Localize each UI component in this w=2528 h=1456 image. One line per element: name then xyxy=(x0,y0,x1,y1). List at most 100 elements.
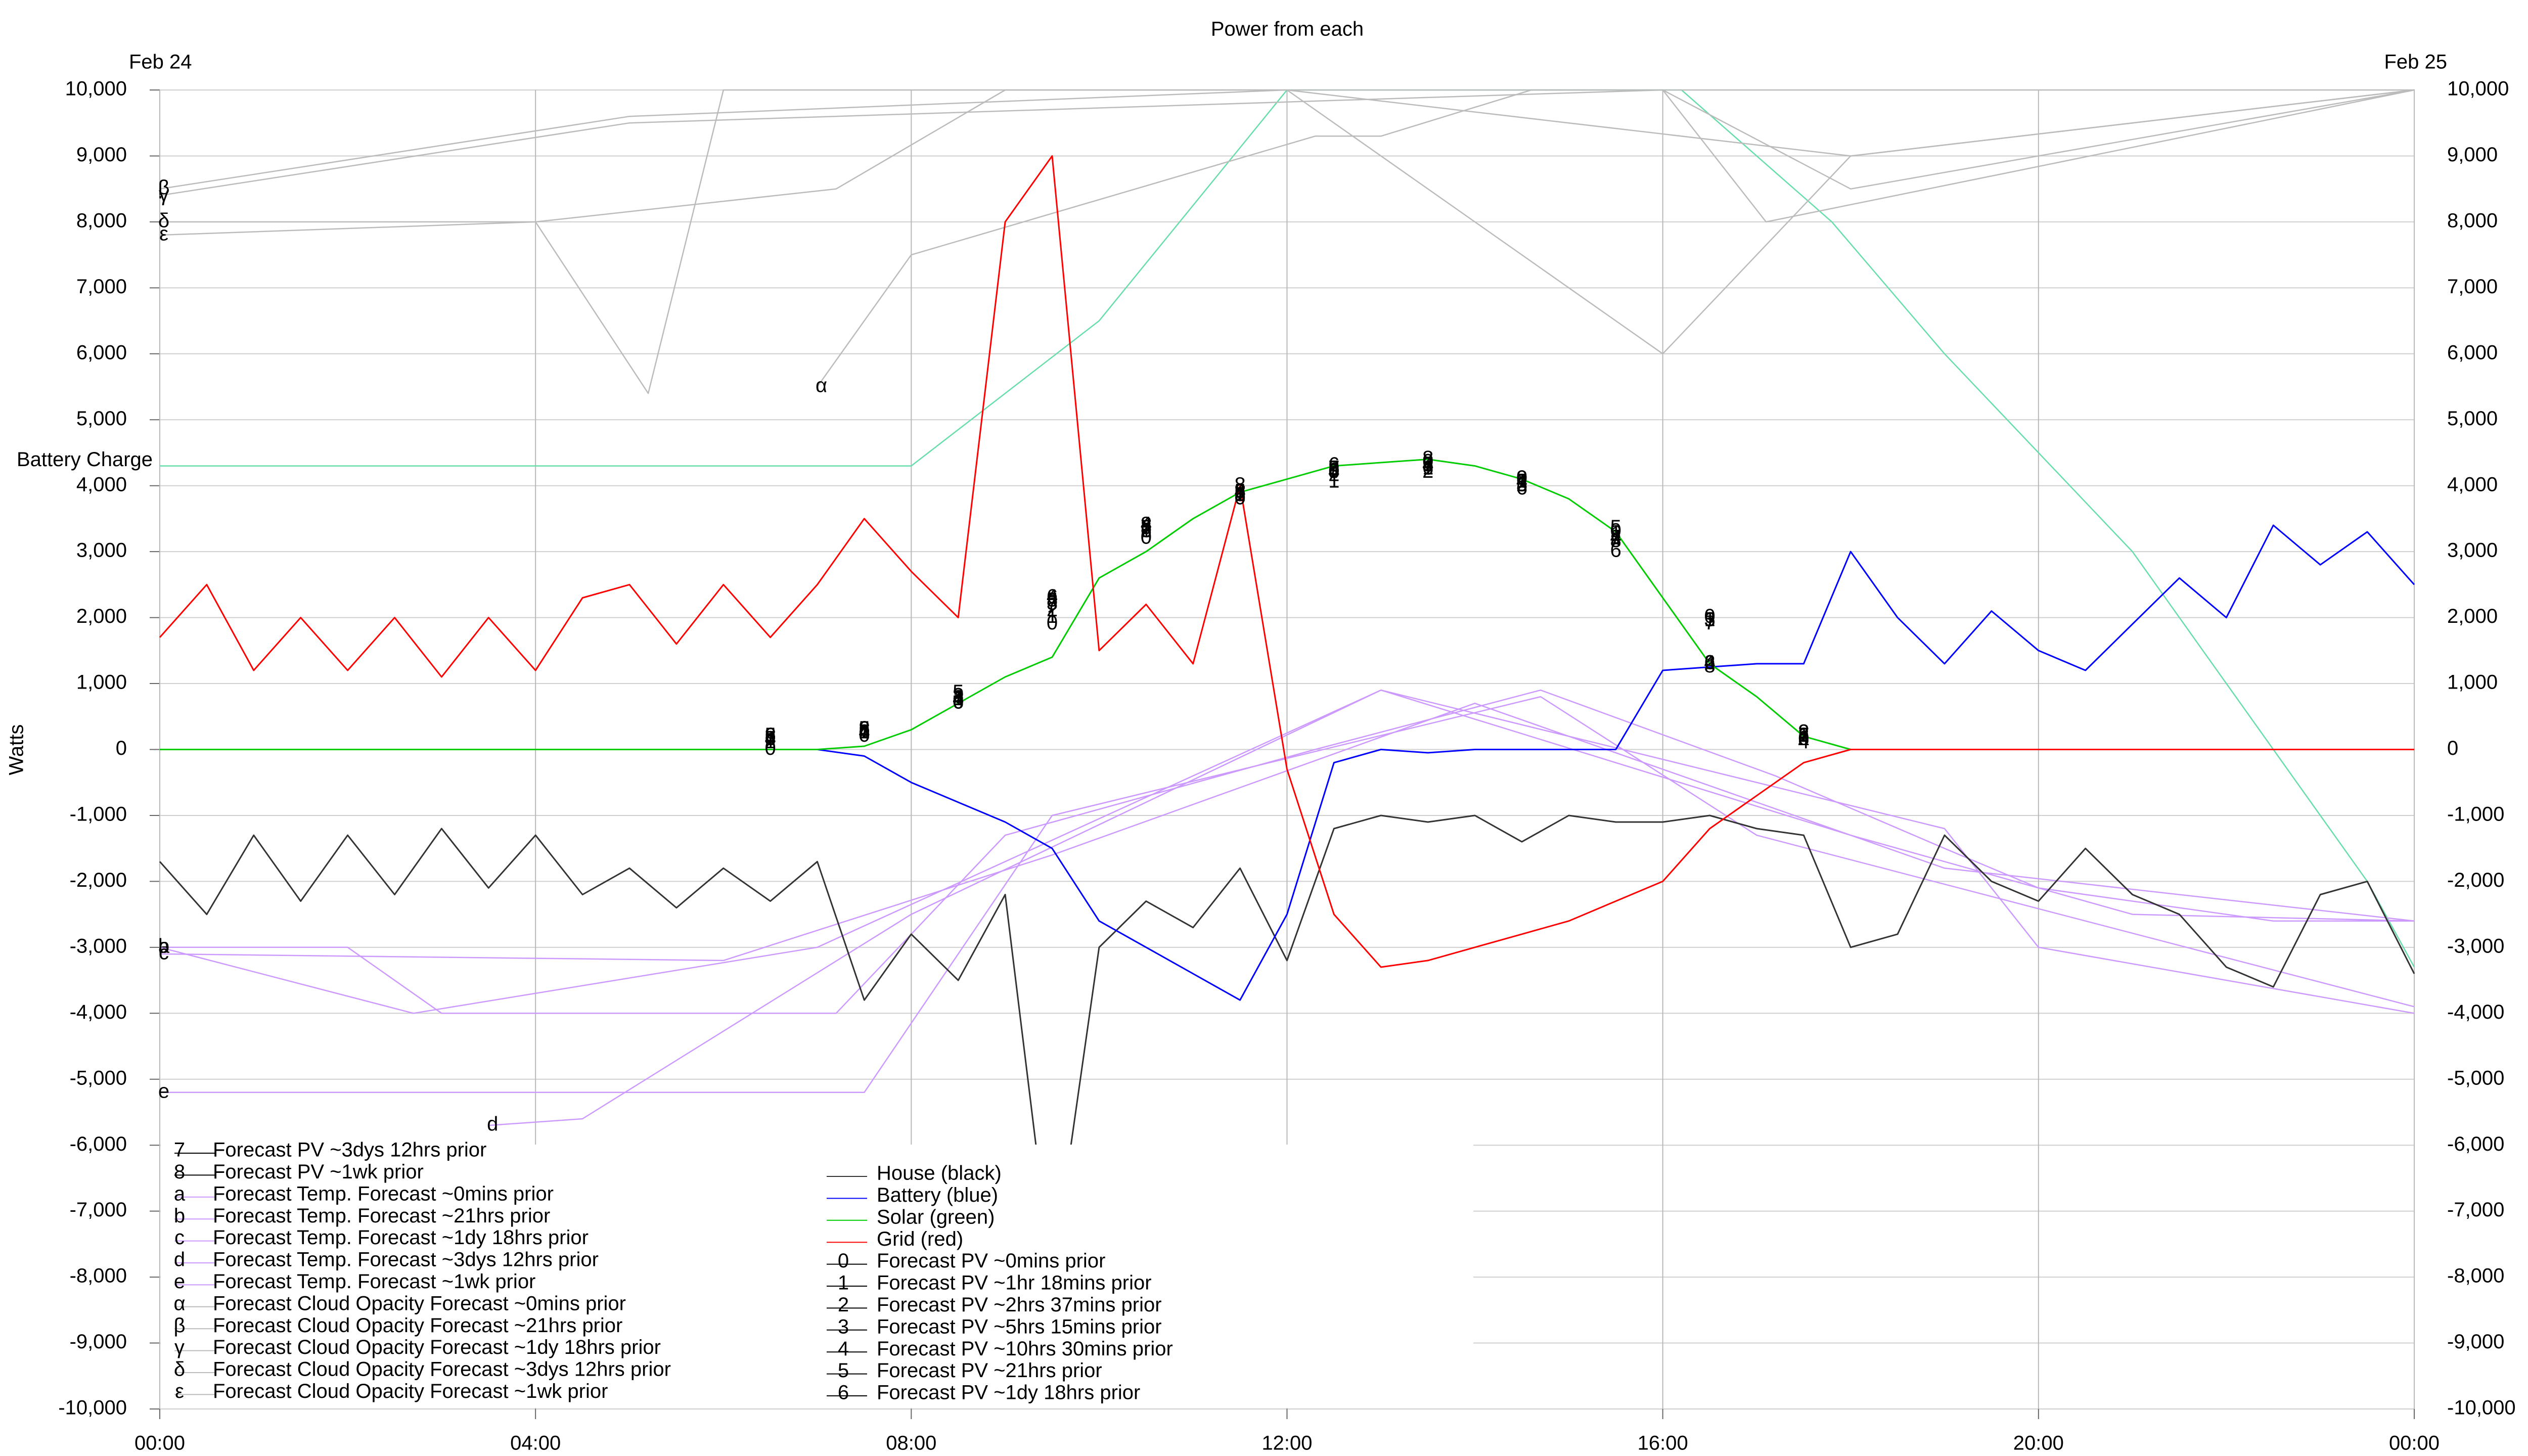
y-tick-label: -10,000 xyxy=(2447,1397,2516,1419)
legend-symbol: d xyxy=(174,1249,185,1271)
series-marker: 0 xyxy=(765,737,776,759)
series-line xyxy=(160,696,2415,1094)
series-marker: 4 xyxy=(765,727,776,749)
series-marker: 0 xyxy=(1422,450,1433,473)
series-marker: 3 xyxy=(859,717,870,740)
y-tick-label: 3,000 xyxy=(2447,539,2498,562)
series-marker: 8 xyxy=(1047,589,1058,611)
series-marker: 5 xyxy=(1798,724,1809,746)
legend-symbol: 1 xyxy=(838,1272,849,1294)
legend-label: Forecast PV ~1hr 18mins prior xyxy=(877,1272,1152,1294)
series-marker: 3 xyxy=(1047,592,1058,614)
y-tick-label: -5,000 xyxy=(70,1067,127,1089)
legend-symbol: β xyxy=(173,1314,185,1337)
series-marker: 0 xyxy=(953,691,964,713)
series-line xyxy=(159,155,2414,968)
y-tick-label: -9,000 xyxy=(2447,1331,2504,1353)
series-marker: 8 xyxy=(1328,457,1339,479)
x-tick-label: 12:00 xyxy=(1261,1432,1312,1454)
legend-symbol: 4 xyxy=(838,1338,849,1360)
y-tick-label: -9,000 xyxy=(70,1331,127,1353)
series-marker: 2 xyxy=(1422,460,1433,482)
series-marker: 4 xyxy=(1798,731,1809,753)
legend-label: Forecast Temp. Forecast ~3dys 12hrs prio… xyxy=(213,1249,599,1271)
y-tick-label: 6,000 xyxy=(2447,341,2498,363)
series-marker: 5 xyxy=(1141,516,1152,538)
legend-label: Forecast Cloud Opacity Forecast ~3dys 12… xyxy=(213,1358,671,1381)
legend: 7 Forecast PV ~3dys 12hrs prior 8 Forecast … xyxy=(161,1139,1473,1408)
series-symbol: α xyxy=(816,375,827,397)
legend-symbol: c xyxy=(174,1226,185,1249)
y-tick-label: -1,000 xyxy=(2447,803,2504,826)
y-tick-label: 5,000 xyxy=(76,407,127,430)
legend-label: Forecast PV ~21hrs prior xyxy=(877,1359,1102,1382)
x-tick-label: 08:00 xyxy=(886,1432,936,1454)
series-symbol: ε xyxy=(159,223,168,245)
legend-symbol: 8 xyxy=(174,1161,185,1183)
y-axis-title: Watts xyxy=(6,724,28,776)
series-symbol: e xyxy=(158,1080,169,1102)
y-tick-label: -6,000 xyxy=(70,1133,127,1155)
series-marker: 6 xyxy=(953,691,964,713)
date-label: Feb 24 xyxy=(129,51,192,73)
series-marker: 7 xyxy=(1704,612,1715,634)
series-marker: 6 xyxy=(1234,480,1245,502)
legend-label: Forecast Cloud Opacity Forecast ~21hrs p… xyxy=(213,1314,622,1337)
series-marker: 8 xyxy=(859,717,870,740)
series-marker: 3 xyxy=(1141,516,1152,538)
series-marker: 3 xyxy=(765,727,776,749)
series-marker: 0 xyxy=(1047,612,1058,634)
series-marker: 1 xyxy=(1328,470,1339,492)
series-line xyxy=(159,814,2415,1278)
series-marker: 5 xyxy=(1234,480,1245,502)
series-marker: 2 xyxy=(1328,464,1339,486)
legend-symbol: 0 xyxy=(838,1250,849,1272)
y-tick-label: 7,000 xyxy=(2447,276,2498,298)
series-marker: 4 xyxy=(1610,526,1621,549)
x-tick-label: 20:00 xyxy=(2013,1432,2064,1454)
x-tick-label: 00:00 xyxy=(2389,1432,2440,1454)
series-marker: 1 xyxy=(1141,520,1152,542)
series-marker: 4 xyxy=(1141,513,1152,535)
series-marker: 7 xyxy=(765,727,776,749)
series-marker: 6 xyxy=(1422,457,1433,479)
series-marker: 5 xyxy=(1047,589,1058,611)
legend-symbol: 3 xyxy=(838,1315,849,1338)
series-marker: 6 xyxy=(1516,477,1527,499)
legend-symbol: 7 xyxy=(174,1139,185,1161)
legend-label: Forecast PV ~0mins prior xyxy=(877,1250,1105,1272)
series-marker: 5 xyxy=(953,681,964,703)
series-marker: 8 xyxy=(765,724,776,746)
series-marker: 4 xyxy=(859,720,870,743)
legend-symbol: γ xyxy=(174,1336,185,1358)
legend-label: Forecast Temp. Forecast ~0mins prior xyxy=(213,1182,554,1205)
series-marker: 2 xyxy=(953,685,964,707)
legend-label: Forecast Cloud Opacity Forecast ~1dy 18h… xyxy=(213,1336,661,1358)
series-marker: 1 xyxy=(1422,457,1433,479)
y-tick-label: 8,000 xyxy=(76,209,127,232)
series-symbol: c xyxy=(159,941,169,964)
series-marker: 7 xyxy=(1798,724,1809,746)
series-marker: 6 xyxy=(1141,520,1152,542)
series-marker: 7 xyxy=(1047,592,1058,614)
y-tick-label: -4,000 xyxy=(70,1001,127,1023)
y-tick-label: -10,000 xyxy=(58,1397,127,1419)
series-marker: 4 xyxy=(1328,460,1339,482)
legend-box xyxy=(161,1145,1473,1408)
legend-label: Battery (blue) xyxy=(877,1184,998,1206)
series-marker: 5 xyxy=(1328,457,1339,479)
series-marker: 2 xyxy=(1798,720,1809,743)
series-marker: 4 xyxy=(953,688,964,710)
series-line xyxy=(159,89,2415,236)
series-marker: 0 xyxy=(1141,526,1152,549)
series-marker: 4 xyxy=(1516,470,1527,492)
y-tick-label: 9,000 xyxy=(2447,144,2498,166)
series-symbol: a xyxy=(158,935,170,957)
series-marker: 6 xyxy=(1610,539,1621,562)
series-symbol: d xyxy=(487,1113,498,1135)
y-tick-label: 1,000 xyxy=(76,671,127,694)
legend-label: Grid (red) xyxy=(877,1228,963,1250)
legend-symbol: 6 xyxy=(838,1382,849,1404)
legend-label: Forecast PV ~1wk prior xyxy=(213,1161,424,1183)
series-marker: 4 xyxy=(1234,480,1245,502)
